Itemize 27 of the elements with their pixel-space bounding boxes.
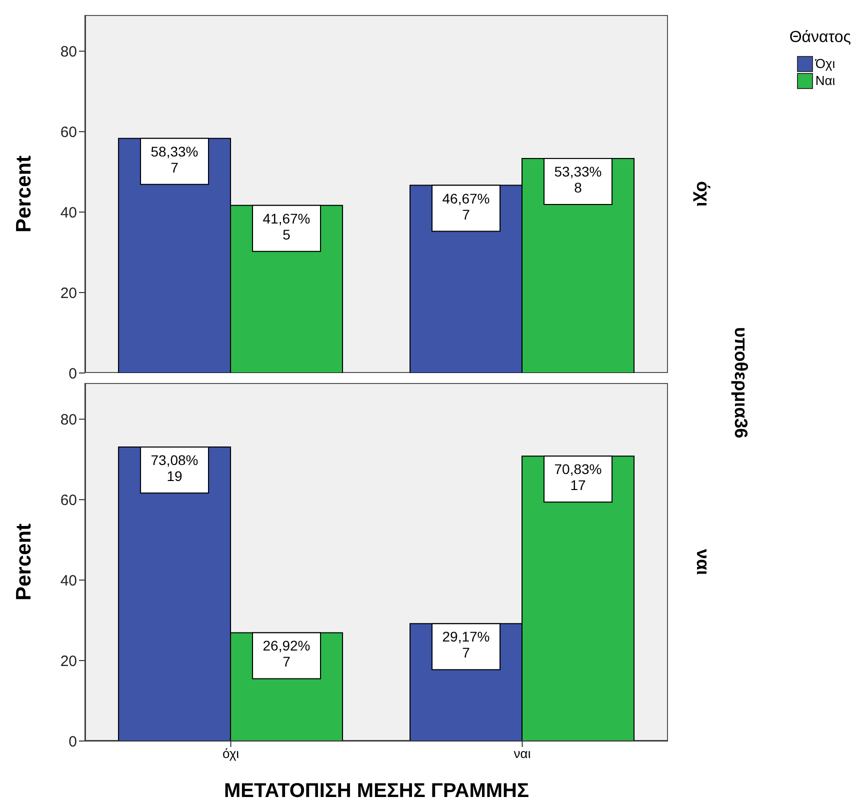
y-tick-label: 40 [60, 572, 77, 590]
data-label: 29,17% 7 [442, 628, 490, 661]
y-tick-label: 20 [60, 652, 77, 670]
y-tick-label: 80 [60, 44, 77, 61]
y-tick-label: 60 [60, 124, 77, 141]
text: όχι [692, 181, 713, 207]
legend-label: Όχι [815, 56, 836, 71]
text: υποθερμια36 [730, 327, 751, 439]
legend-title: Θάνατος [789, 29, 851, 47]
y-tick-label: 0 [68, 365, 77, 382]
legend-label: Ναι [815, 73, 836, 88]
x-axis-title: ΜΕΤΑΤΟΠΙΣΗ ΜΕΣΗΣ ΓΡΑΜΜΗΣ [222, 780, 530, 803]
data-label: 53,33% 8 [554, 163, 602, 196]
y-tick-label: 0 [68, 733, 77, 750]
y-axis-title: Percent [12, 155, 36, 233]
data-label: 41,67% 5 [262, 210, 310, 242]
y-tick-label: 40 [60, 204, 77, 222]
y-tick-label: 60 [60, 492, 77, 509]
data-label: 73,08% 19 [150, 452, 198, 484]
y-axis-title: Percent [12, 523, 36, 601]
text: ναι [692, 548, 713, 576]
data-label: 26,92% 7 [262, 638, 310, 670]
data-label: 46,67% 7 [442, 190, 490, 222]
y-tick-label: 80 [60, 412, 77, 429]
y-tick-label: 20 [60, 284, 77, 302]
data-label: 70,83% 17 [554, 461, 602, 494]
data-label: 58,33% 7 [150, 143, 198, 176]
